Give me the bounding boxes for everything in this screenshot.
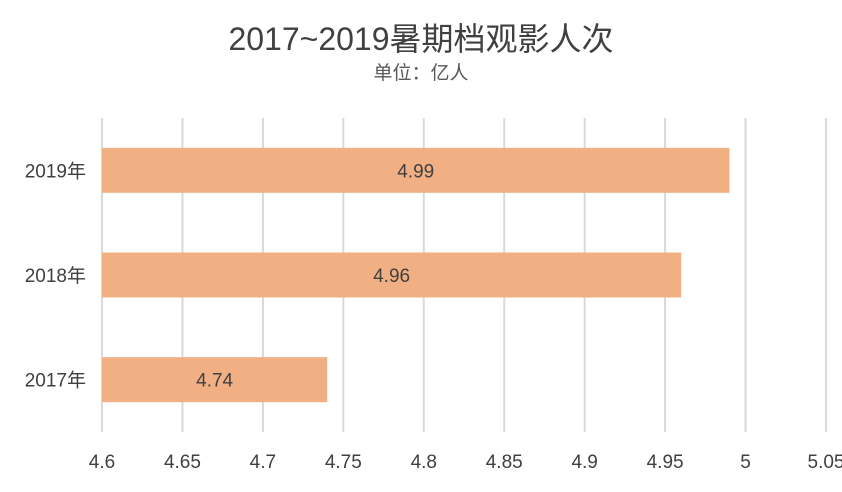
bar: [102, 357, 328, 403]
x-tick-label: 4.6: [89, 452, 115, 473]
category-label: 2019年: [25, 160, 86, 182]
x-tick-label: 4.85: [486, 452, 523, 473]
data-label: 4.96: [373, 266, 410, 287]
x-tick-label: 5.05: [808, 452, 842, 473]
data-label: 4.99: [397, 161, 434, 182]
x-tick-labels: 4.6 4.65 4.7 4.75 4.8 4.85 4.9 4.95 5 5.05: [89, 452, 842, 473]
x-tick-label: 4.75: [325, 452, 362, 473]
x-tick-label: 4.8: [411, 452, 437, 473]
x-tick-label: 4.7: [250, 452, 276, 473]
data-label: 4.74: [196, 371, 233, 392]
x-tick-label: 5: [740, 452, 751, 473]
category-label: 2018年: [25, 265, 86, 287]
x-tick-label: 4.95: [647, 452, 684, 473]
category-label: 2017年: [25, 370, 86, 392]
x-tick-label: 4.65: [164, 452, 201, 473]
category-labels: 2019年 2018年 2017年: [25, 160, 86, 391]
bar: [102, 252, 682, 298]
bars: [102, 147, 730, 403]
x-tick-label: 4.9: [571, 452, 597, 473]
chart-subtitle: 单位：亿人: [373, 63, 469, 84]
chart-title: 2017~2019暑期档观影人次: [228, 21, 614, 57]
bar: [102, 147, 730, 193]
data-labels: 4.99 4.96 4.74: [196, 161, 434, 391]
